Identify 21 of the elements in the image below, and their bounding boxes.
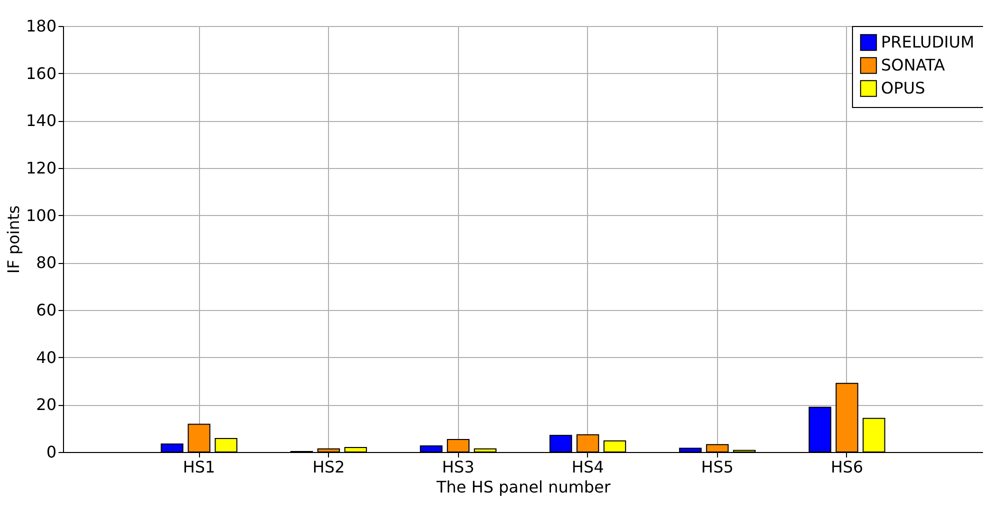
- legend-label: SONATA: [881, 56, 945, 74]
- y-tick-label: 40: [36, 348, 56, 367]
- y-axis-title: IF points: [4, 205, 23, 274]
- x-tick-label: HS2: [312, 458, 345, 476]
- y-tick-label: 60: [36, 300, 56, 320]
- x-tick-label: HS6: [830, 458, 864, 476]
- x-tick-label: HS4: [572, 458, 604, 476]
- legend-label: PRELUDIUM: [881, 32, 974, 52]
- y-tick-label: 160: [26, 64, 56, 83]
- y-tick-label: 20: [36, 395, 56, 414]
- y-tick-label: 140: [26, 111, 56, 130]
- y-tick-label: 80: [36, 253, 56, 272]
- y-tick-label: 180: [26, 16, 56, 36]
- y-tick-label: 120: [26, 158, 56, 178]
- x-tick-label: HS3: [442, 458, 474, 476]
- x-tick-label: HS5: [701, 458, 734, 476]
- x-tick-label: HS1: [182, 458, 216, 476]
- y-tick-label: 0: [46, 442, 56, 462]
- x-axis-title: The HS panel number: [435, 478, 611, 496]
- y-tick-label: 100: [26, 206, 56, 225]
- legend-label: OPUS: [881, 78, 926, 98]
